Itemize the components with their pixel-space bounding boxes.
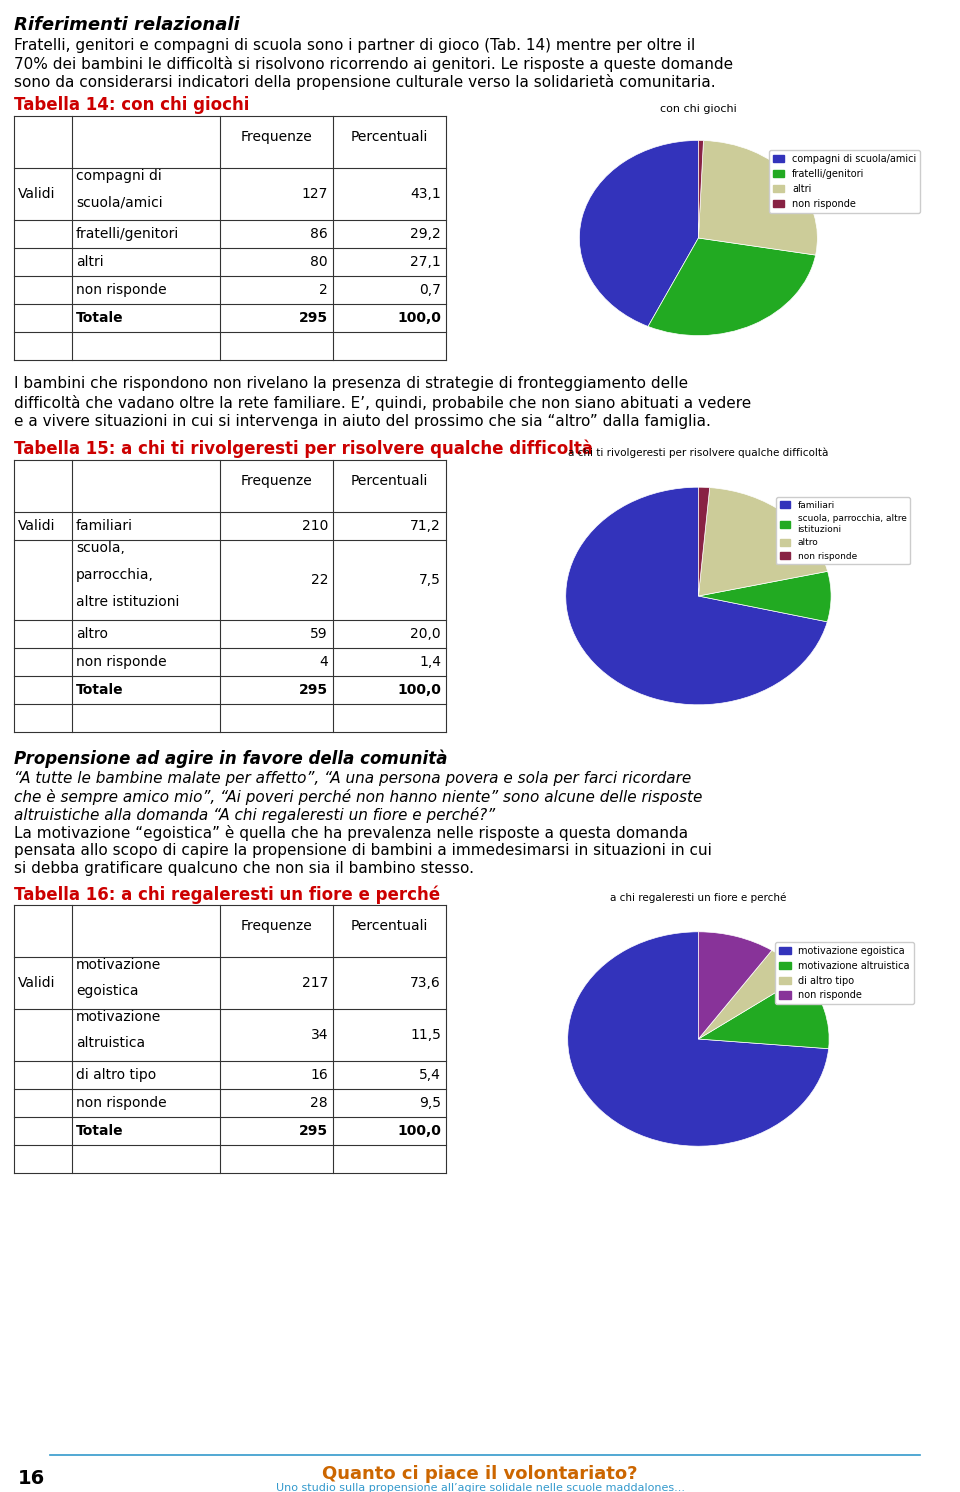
Text: Percentuali: Percentuali <box>350 474 428 488</box>
Text: Validi: Validi <box>18 519 56 533</box>
Wedge shape <box>698 140 704 239</box>
Text: Riferimenti relazionali: Riferimenti relazionali <box>14 16 240 34</box>
Text: 5,4: 5,4 <box>420 1068 441 1082</box>
Text: 34: 34 <box>310 1028 328 1041</box>
Text: familiari: familiari <box>76 519 133 533</box>
Text: 59: 59 <box>310 627 328 642</box>
Wedge shape <box>565 488 828 704</box>
Text: Frequenze: Frequenze <box>241 130 312 145</box>
Text: altri: altri <box>76 255 104 269</box>
Text: Quanto ci piace il volontariato?: Quanto ci piace il volontariato? <box>323 1465 637 1483</box>
Text: e a vivere situazioni in cui si intervenga in aiuto del prossimo che sia “altro”: e a vivere situazioni in cui si interven… <box>14 413 710 430</box>
Text: Tabella 16: a chi regaleresti un fiore e perché: Tabella 16: a chi regaleresti un fiore e… <box>14 885 440 904</box>
Text: Percentuali: Percentuali <box>350 130 428 145</box>
Text: 100,0: 100,0 <box>397 683 441 697</box>
Text: egoistica: egoistica <box>76 985 138 998</box>
Text: Totale: Totale <box>76 1123 124 1138</box>
Text: 80: 80 <box>310 255 328 269</box>
Text: 9,5: 9,5 <box>419 1097 441 1110</box>
Text: 43,1: 43,1 <box>410 186 441 201</box>
Text: 71,2: 71,2 <box>410 519 441 533</box>
Text: La motivazione “egoistica” è quella che ha prevalenza nelle risposte a questa do: La motivazione “egoistica” è quella che … <box>14 825 688 841</box>
Text: difficoltà che vadano oltre la rete familiare. E’, quindi, probabile che non sia: difficoltà che vadano oltre la rete fami… <box>14 395 752 410</box>
Text: 70% dei bambini le difficoltà si risolvono ricorrendo ai genitori. Le risposte a: 70% dei bambini le difficoltà si risolvo… <box>14 57 733 72</box>
Wedge shape <box>698 488 709 595</box>
Text: 295: 295 <box>299 310 328 325</box>
Text: 28: 28 <box>310 1097 328 1110</box>
Text: altro: altro <box>76 627 108 642</box>
Text: 0,7: 0,7 <box>420 283 441 297</box>
Text: Totale: Totale <box>76 683 124 697</box>
Text: 86: 86 <box>310 227 328 242</box>
Wedge shape <box>698 932 772 1038</box>
Text: Percentuali: Percentuali <box>350 919 428 932</box>
Text: 4: 4 <box>320 655 328 668</box>
Legend: familiari, scuola, parrocchia, altre
istituzioni, altro, non risponde: familiari, scuola, parrocchia, altre ist… <box>776 497 910 564</box>
Text: Tabella 15: a chi ti rivolgeresti per risolvere qualche difficoltà: Tabella 15: a chi ti rivolgeresti per ri… <box>14 440 593 458</box>
Text: 29,2: 29,2 <box>410 227 441 242</box>
Text: Fratelli, genitori e compagni di scuola sono i partner di gioco (Tab. 14) mentre: Fratelli, genitori e compagni di scuola … <box>14 37 695 54</box>
Text: 100,0: 100,0 <box>397 1123 441 1138</box>
Text: Validi: Validi <box>18 186 56 201</box>
Text: Totale: Totale <box>76 310 124 325</box>
Wedge shape <box>698 950 804 1038</box>
Text: Validi: Validi <box>18 976 56 991</box>
Text: I bambini che rispondono non rivelano la presenza di strategie di fronteggiament: I bambini che rispondono non rivelano la… <box>14 376 688 391</box>
Text: scuola,: scuola, <box>76 542 125 555</box>
Text: motivazione: motivazione <box>76 1010 161 1024</box>
Text: 16: 16 <box>18 1470 45 1488</box>
Text: scuola/amici: scuola/amici <box>76 195 162 209</box>
Text: 22: 22 <box>310 573 328 586</box>
Wedge shape <box>567 932 828 1146</box>
Text: Frequenze: Frequenze <box>241 474 312 488</box>
Text: Tabella 14: con chi giochi: Tabella 14: con chi giochi <box>14 95 250 113</box>
Wedge shape <box>699 571 831 622</box>
Text: 295: 295 <box>299 1123 328 1138</box>
Text: 11,5: 11,5 <box>410 1028 441 1041</box>
Wedge shape <box>698 140 817 255</box>
Text: pensata allo scopo di capire la propensione di bambini a immedesimarsi in situaz: pensata allo scopo di capire la propensi… <box>14 843 712 858</box>
Text: altruistica: altruistica <box>76 1035 145 1050</box>
Text: 16: 16 <box>310 1068 328 1082</box>
Text: 20,0: 20,0 <box>410 627 441 642</box>
Text: non risponde: non risponde <box>76 655 167 668</box>
Wedge shape <box>580 140 698 327</box>
Text: altruistiche alla domanda “A chi regaleresti un fiore e perché?”: altruistiche alla domanda “A chi regaler… <box>14 807 495 824</box>
Text: 1,4: 1,4 <box>419 655 441 668</box>
Legend: motivazione egoistica, motivazione altruistica, di altro tipo, non risponde: motivazione egoistica, motivazione altru… <box>775 941 914 1004</box>
Text: Uno studio sulla propensione all’agire solidale nelle scuole maddalones...: Uno studio sulla propensione all’agire s… <box>276 1483 684 1492</box>
Text: 127: 127 <box>301 186 328 201</box>
Title: con chi giochi: con chi giochi <box>660 104 736 113</box>
Text: altre istituzioni: altre istituzioni <box>76 595 180 609</box>
Text: che è sempre amico mio”, “Ai poveri perché non hanno niente” sono alcune delle r: che è sempre amico mio”, “Ai poveri perc… <box>14 789 703 806</box>
Text: parrocchia,: parrocchia, <box>76 568 154 582</box>
Text: 210: 210 <box>301 519 328 533</box>
Text: si debba gratificare qualcuno che non sia il bambino stesso.: si debba gratificare qualcuno che non si… <box>14 861 474 876</box>
Title: a chi regaleresti un fiore e perché: a chi regaleresti un fiore e perché <box>611 892 786 903</box>
Text: non risponde: non risponde <box>76 283 167 297</box>
Text: 295: 295 <box>299 683 328 697</box>
Text: “A tutte le bambine malate per affetto”, “A una persona povera e sola per farci : “A tutte le bambine malate per affetto”,… <box>14 771 691 786</box>
Text: sono da considerarsi indicatori della propensione culturale verso la solidarietà: sono da considerarsi indicatori della pr… <box>14 75 715 90</box>
Wedge shape <box>648 239 816 336</box>
Text: di altro tipo: di altro tipo <box>76 1068 156 1082</box>
Text: motivazione: motivazione <box>76 958 161 971</box>
Text: 2: 2 <box>320 283 328 297</box>
Text: 100,0: 100,0 <box>397 310 441 325</box>
Text: fratelli/genitori: fratelli/genitori <box>76 227 180 242</box>
Text: compagni di: compagni di <box>76 169 161 184</box>
Text: 7,5: 7,5 <box>420 573 441 586</box>
Legend: compagni di scuola/amici, fratelli/genitori, altri, non risponde: compagni di scuola/amici, fratelli/genit… <box>769 151 921 212</box>
Wedge shape <box>698 976 829 1049</box>
Text: 27,1: 27,1 <box>410 255 441 269</box>
Wedge shape <box>699 488 828 595</box>
Title: a chi ti rivolgeresti per risolvere qualche difficoltà: a chi ti rivolgeresti per risolvere qual… <box>568 448 828 458</box>
Text: 217: 217 <box>301 976 328 991</box>
Text: 73,6: 73,6 <box>410 976 441 991</box>
Text: Frequenze: Frequenze <box>241 919 312 932</box>
Text: Propensione ad agire in favore della comunità: Propensione ad agire in favore della com… <box>14 750 447 768</box>
Text: non risponde: non risponde <box>76 1097 167 1110</box>
